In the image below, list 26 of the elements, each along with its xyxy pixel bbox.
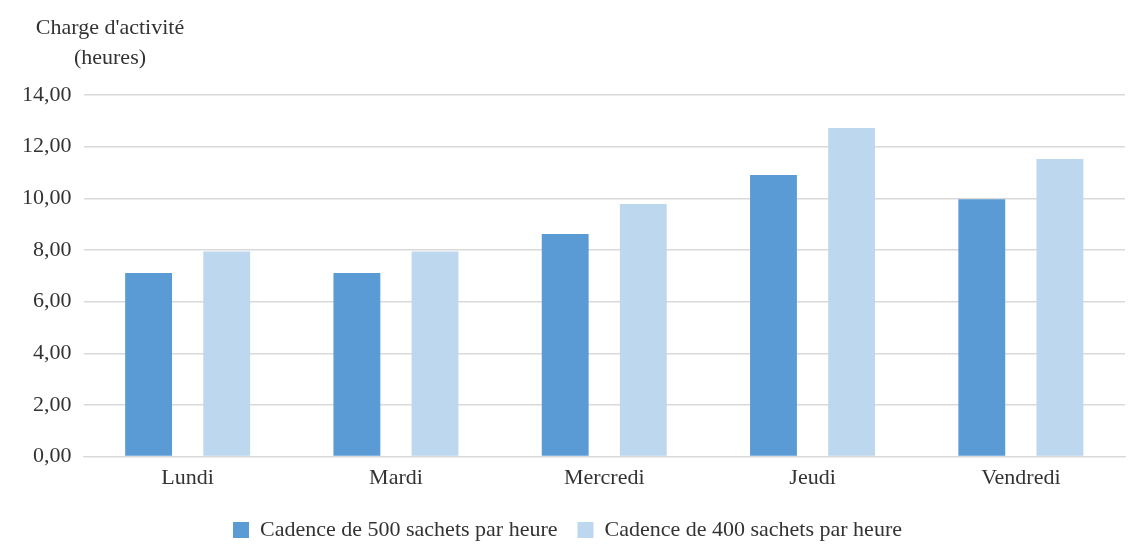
bar <box>125 272 173 456</box>
y-tick-label: 10,00 <box>22 184 72 210</box>
y-axis-title: Charge d'activité (heures) <box>34 13 186 71</box>
bar <box>333 272 381 456</box>
x-tick-label: Lundi <box>161 463 214 489</box>
bar <box>750 175 797 456</box>
x-tick-label: Jeudi <box>789 463 836 489</box>
bar <box>828 128 876 456</box>
x-tick-label: Vendredi <box>981 463 1061 489</box>
y-tick-label: 2,00 <box>33 390 72 416</box>
bar <box>958 199 1006 456</box>
x-tick-label: Mercredi <box>563 463 645 489</box>
y-tick-label: 4,00 <box>33 339 72 365</box>
bar <box>411 251 459 456</box>
y-tick-label: 8,00 <box>33 235 72 261</box>
bar <box>541 233 589 456</box>
y-tick-label: 14,00 <box>22 80 72 106</box>
legend-label: Cadence de 400 sachets par heure <box>604 515 902 541</box>
bar <box>203 251 251 456</box>
bar <box>1036 159 1084 456</box>
y-tick-label: 0,00 <box>33 442 72 468</box>
legend-label: Cadence de 500 sachets par heure <box>260 515 558 541</box>
y-tick-label: 6,00 <box>33 287 72 313</box>
x-tick-label: Mardi <box>369 463 423 489</box>
y-tick-label: 12,00 <box>22 132 72 158</box>
bar <box>619 204 667 456</box>
